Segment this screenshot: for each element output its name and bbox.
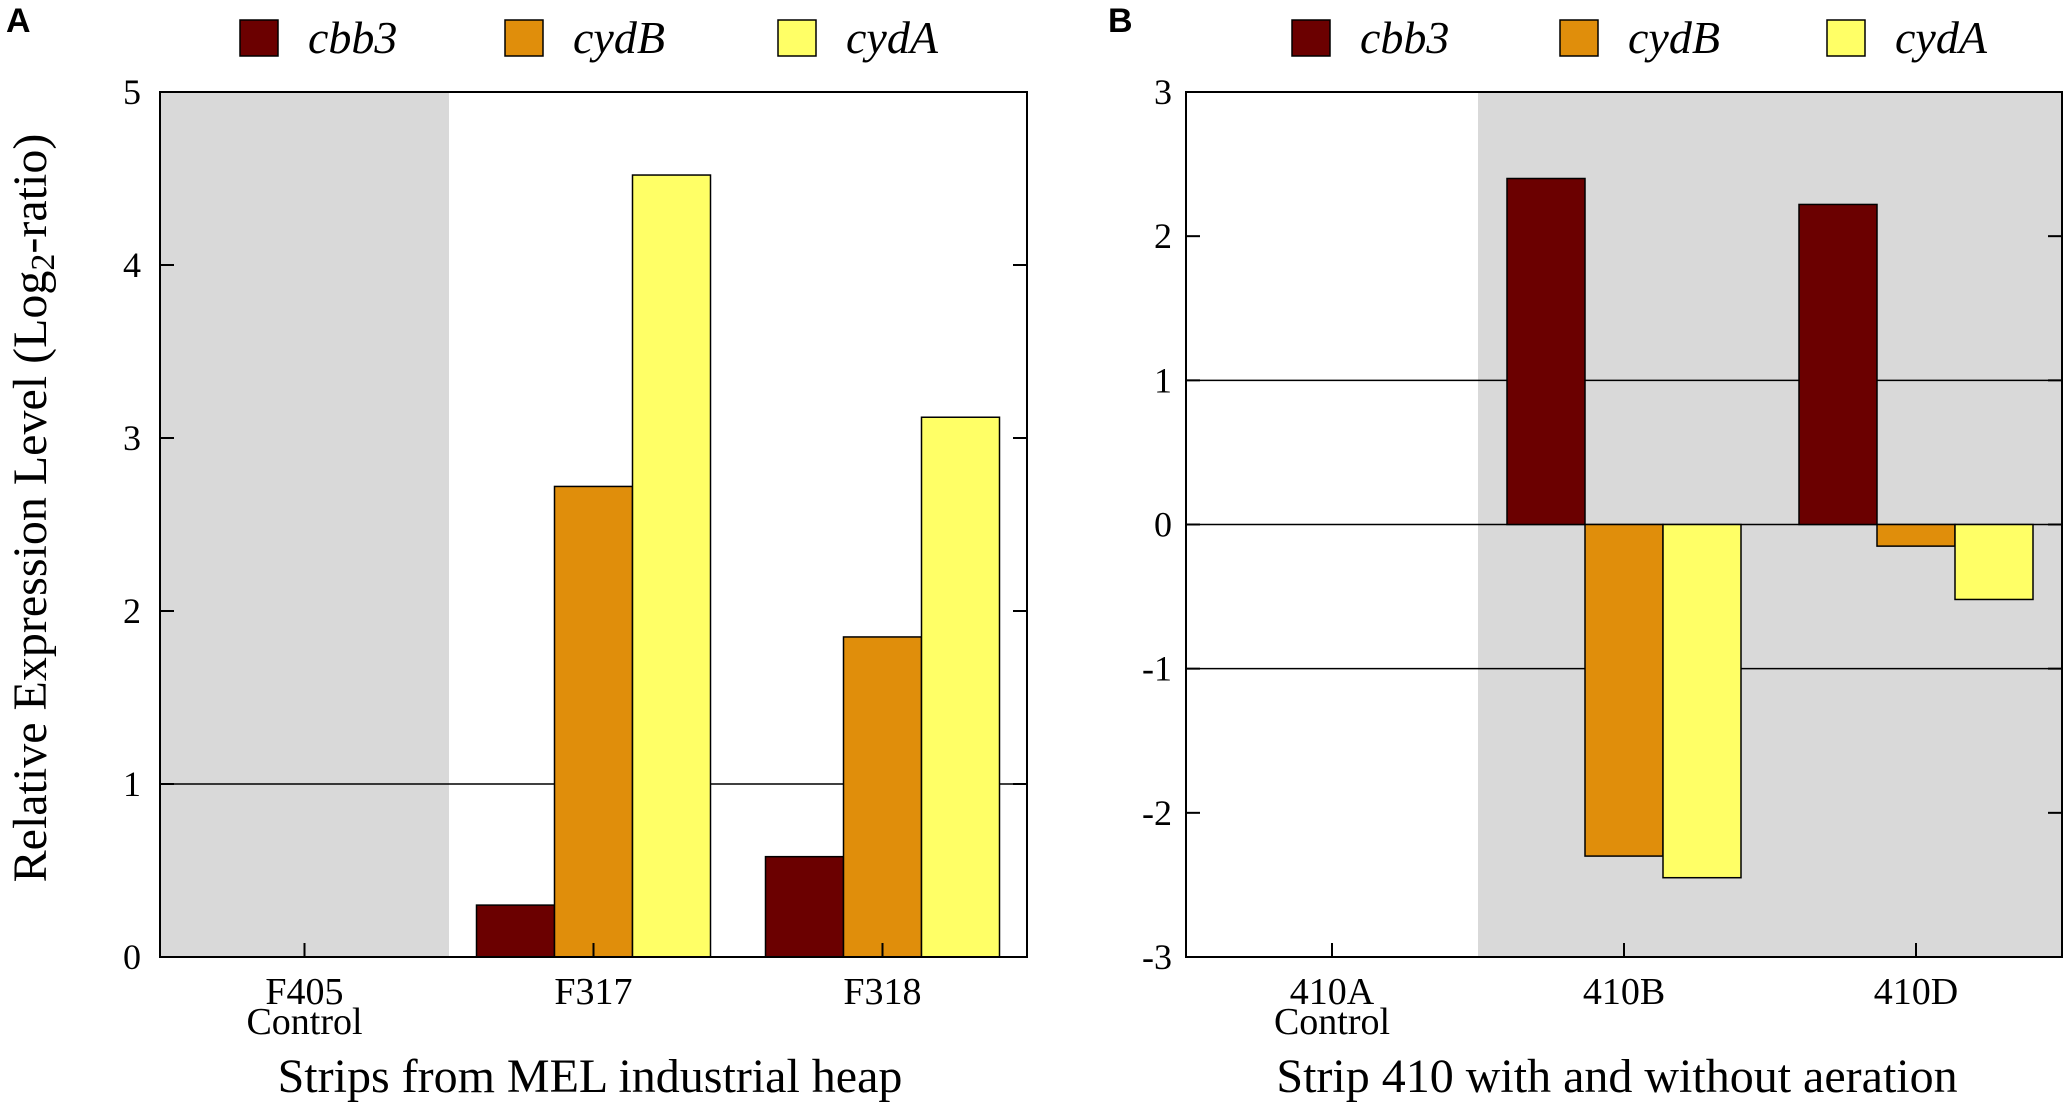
- panel-a-letter: A: [6, 2, 31, 40]
- panel-a-ytick-label: 3: [123, 418, 141, 458]
- y-axis-label-tail: -ratio): [4, 134, 57, 254]
- panel-a-bar-cydB: [553, 485, 634, 958]
- panel-b-ytick-label: -2: [1142, 793, 1172, 833]
- panel-a-category-label: F405: [265, 971, 343, 1013]
- panel-a-legend-swatch-cbb3: [239, 19, 279, 57]
- panel-a-legend: cbb3 cydB cydA: [239, 12, 939, 63]
- panel-b-category-label: 410B: [1583, 971, 1665, 1013]
- panel-b-ytick-label: -1: [1142, 649, 1172, 689]
- panel-b-category-label: Control: [1274, 1001, 1390, 1043]
- panel-b-bar-cydA: [1662, 523, 1742, 879]
- panel-b-ytick-label: 2: [1154, 216, 1172, 256]
- panel-b-bar-cydB: [1584, 523, 1664, 857]
- panel-a-legend-label-cydA: cydA: [846, 12, 939, 63]
- panel-b-bar-cbb3: [1506, 177, 1586, 526]
- panel-a-legend-swatch-cydB: [504, 19, 544, 57]
- panel-a-xlabel: Strips from MEL industrial heap: [278, 1050, 903, 1103]
- panel-a-ytick-label: 1: [123, 764, 141, 804]
- panel-b-legend: cbb3 cydB cydA: [1291, 12, 1988, 63]
- panel-a-ytick-label: 4: [123, 245, 141, 285]
- y-axis-label-main: Relative Expression Level (Log: [4, 271, 57, 883]
- panel-b-bar-cbb3: [1798, 203, 1878, 526]
- panel-b-legend-swatch-cbb3: [1291, 19, 1331, 57]
- panel-b-legend-label-cydB: cydB: [1628, 12, 1720, 63]
- panel-b-bar-cydB: [1876, 523, 1956, 547]
- panel-b-bar-cydA: [1954, 523, 2034, 601]
- panel-a-bar-cydA: [631, 174, 712, 958]
- panel-b-legend-label-cbb3: cbb3: [1360, 12, 1449, 63]
- panel-b-ytick-label: 0: [1154, 505, 1172, 545]
- panel-a-shaded-region: [160, 92, 449, 957]
- panel-b-ytick-label: -3: [1142, 937, 1172, 977]
- panel-a-ytick-label: 0: [123, 937, 141, 977]
- panel-a-legend-swatch-cydA: [777, 19, 817, 57]
- panel-a-category-label: F317: [554, 971, 632, 1013]
- panel-b-letter: B: [1108, 2, 1133, 40]
- panel-b-ytick-label: 3: [1154, 72, 1172, 112]
- y-axis-label-subscript: 2: [25, 254, 62, 271]
- panel-a-bar-cbb3: [475, 904, 556, 958]
- panel-a-ytick-label: 2: [123, 591, 141, 631]
- panel-a-category-label: F318: [843, 971, 921, 1013]
- panel-b-legend-swatch-cydB: [1559, 19, 1599, 57]
- panel-b-legend-label-cydA: cydA: [1895, 12, 1988, 63]
- panel-b-xlabel: Strip 410 with and without aeration: [1276, 1050, 1957, 1103]
- panel-a-bar-cydB: [842, 636, 923, 958]
- panel-b-category-label: 410D: [1874, 971, 1958, 1013]
- panel-b-legend-swatch-cydA: [1826, 19, 1866, 57]
- panel-a-category-label: Control: [246, 1001, 362, 1043]
- panel-a-bar-cydA: [920, 416, 1001, 958]
- panel-a-ytick-label: 5: [123, 72, 141, 112]
- panel-b-ytick-label: 1: [1154, 360, 1172, 400]
- panel-b-category-label: 410A: [1290, 971, 1375, 1013]
- y-axis-label: Relative Expression Level (Log2-ratio): [4, 134, 62, 883]
- panel-a-legend-label-cydB: cydB: [573, 12, 665, 63]
- panel-a-legend-label-cbb3: cbb3: [308, 12, 397, 63]
- panel-a-bar-cbb3: [764, 855, 845, 958]
